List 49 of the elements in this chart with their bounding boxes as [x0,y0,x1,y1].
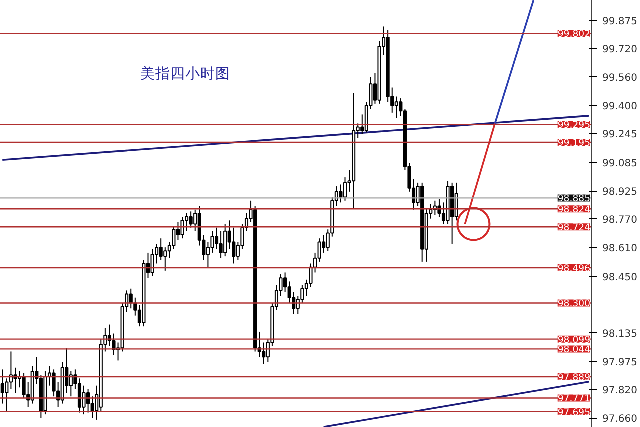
candlestick [224,224,228,258]
candlestick [339,184,343,204]
y-tick-label: 97.820 [602,385,638,396]
candlestick [210,230,214,254]
ref-line-label: 98.044 [558,344,591,356]
y-tick-label: 99.875 [602,16,638,28]
candlestick [189,211,193,228]
candlestick [0,369,4,404]
y-tick-label: 97.660 [602,414,638,426]
candlestick [343,177,348,202]
candlestick [22,372,26,399]
candlestick [394,96,398,119]
candlestick [219,230,223,259]
ref-line-label: 98.099 [558,334,591,346]
candlestick [172,226,176,250]
y-tick-label: 99.245 [602,130,638,141]
candlestick [262,342,266,365]
y-tick-label: 99.560 [602,72,638,84]
candlestick [90,396,94,419]
ref-line-label: 98.496 [558,264,591,275]
y-tick-label: 98.450 [602,272,638,284]
candlestick [214,227,219,250]
candlestick [232,227,236,264]
candlestick [159,238,163,261]
ref-line-label: 98.885 [558,194,591,205]
y-tick-label: 97.975 [602,358,638,369]
y-tick-label: 98.135 [602,328,638,340]
candlestick [112,333,116,356]
candlestick [78,378,82,414]
ref-line-label: 97.889 [558,372,591,384]
y-tick-label: 99.720 [602,44,638,56]
y-tick-label: 98.610 [602,244,638,255]
candlestick [82,385,86,416]
candlestick [150,248,154,277]
ref-line-label: 98.300 [558,298,591,310]
y-tick-label: 99.400 [602,102,638,113]
candlestick [180,216,184,240]
ref-line-label: 97.695 [558,407,591,418]
candlestick [5,378,9,412]
ref-line-label: 97.771 [558,394,591,405]
y-tick-label: 98.925 [602,187,638,198]
ref-line-label: 99.195 [558,138,591,150]
candlestick [69,370,73,398]
candlestick [52,369,56,398]
text: 美指四小时图 [140,66,230,82]
y-tick-label: 99.085 [602,158,638,170]
y-tick-label: 98.770 [602,214,638,226]
ref-line-label: 99.802 [558,29,590,40]
candlestick [164,247,168,272]
